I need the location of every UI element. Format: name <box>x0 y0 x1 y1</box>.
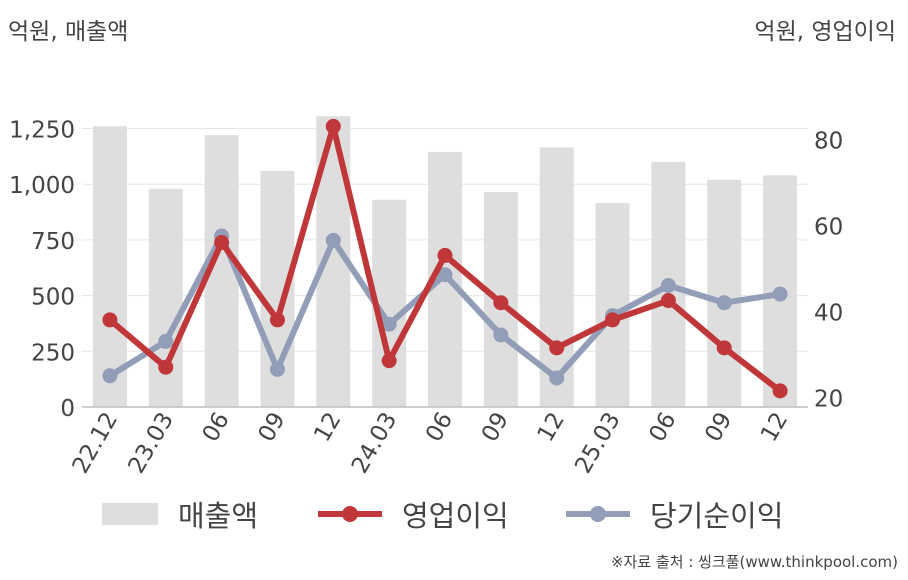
net-income-point <box>437 267 453 283</box>
y-right-tick-label: 40 <box>814 300 843 326</box>
operating-profit-point <box>493 295 509 311</box>
x-tick-label: 12 <box>533 408 570 446</box>
legend-label-net-income: 당기순이익 <box>650 499 784 533</box>
legend-swatch-operating-profit <box>318 503 382 525</box>
y-left-tick-label: 500 <box>31 285 75 311</box>
revenue-bar <box>707 179 742 407</box>
left-axis-unit: 억원, 매출액 <box>8 19 129 45</box>
operating-profit-point <box>605 312 621 328</box>
right-axis-unit: 억원, 영업이익 <box>754 19 896 45</box>
operating-profit-point <box>772 383 788 399</box>
x-tick-label: 12 <box>756 408 793 446</box>
x-tick-label: 24.03 <box>347 408 402 478</box>
legend-item-net-income: 당기순이익 <box>566 492 783 536</box>
x-tick-label: 09 <box>700 408 737 446</box>
net-income-point <box>325 232 341 248</box>
net-income-point <box>493 327 509 343</box>
operating-profit-point <box>325 118 341 134</box>
net-income-point <box>772 286 788 302</box>
legend-swatch-net-income <box>566 503 630 525</box>
legend-swatch-revenue <box>102 503 158 525</box>
y-left-tick-label: 0 <box>60 396 75 422</box>
operating-profit-point <box>269 312 285 328</box>
x-tick-label: 09 <box>254 408 291 446</box>
operating-profit-point <box>102 312 118 328</box>
y-right-tick-label: 20 <box>814 386 843 412</box>
net-income-point <box>660 278 676 293</box>
net-income-point <box>549 370 565 386</box>
operating-profit-point <box>214 235 230 250</box>
y-left-tick-label: 1,000 <box>9 173 75 199</box>
net-income-point <box>158 333 174 349</box>
x-tick-label: 06 <box>198 408 235 446</box>
operating-profit-point <box>381 353 397 369</box>
x-tick-label: 22.12 <box>68 408 123 478</box>
operating-profit-point <box>437 247 453 263</box>
legend-label-operating-profit: 영업이익 <box>402 499 509 533</box>
legend-item-operating-profit: 영업이익 <box>318 492 509 536</box>
revenue-bar <box>92 126 127 407</box>
operating-profit-point <box>549 340 565 356</box>
legend-label-revenue: 매출액 <box>178 499 259 533</box>
x-tick-label: 06 <box>421 408 458 446</box>
net-income-point <box>381 316 397 332</box>
x-tick-label: 25.03 <box>570 408 625 478</box>
net-income-point <box>102 368 118 384</box>
x-tick-label: 23.03 <box>124 408 179 478</box>
net-income-point <box>716 295 732 311</box>
source-note: ※자료 출처 : 씽크풀(www.thinkpool.com) <box>610 553 898 571</box>
y-right-tick-label: 60 <box>814 214 843 240</box>
x-tick-label: 12 <box>309 408 346 446</box>
revenue-bar <box>595 203 630 407</box>
y-right-tick-label: 80 <box>814 128 843 154</box>
operating-profit-point <box>716 340 732 356</box>
x-tick-label: 06 <box>644 408 681 446</box>
net-income-point <box>269 361 285 377</box>
legend-item-revenue: 매출액 <box>102 492 258 536</box>
operating-profit-point <box>158 359 174 375</box>
operating-profit-point <box>660 293 676 309</box>
y-left-tick-label: 1,250 <box>9 118 75 144</box>
x-tick-label: 09 <box>477 408 514 446</box>
y-left-tick-label: 250 <box>31 340 75 366</box>
y-left-tick-label: 750 <box>31 229 75 255</box>
